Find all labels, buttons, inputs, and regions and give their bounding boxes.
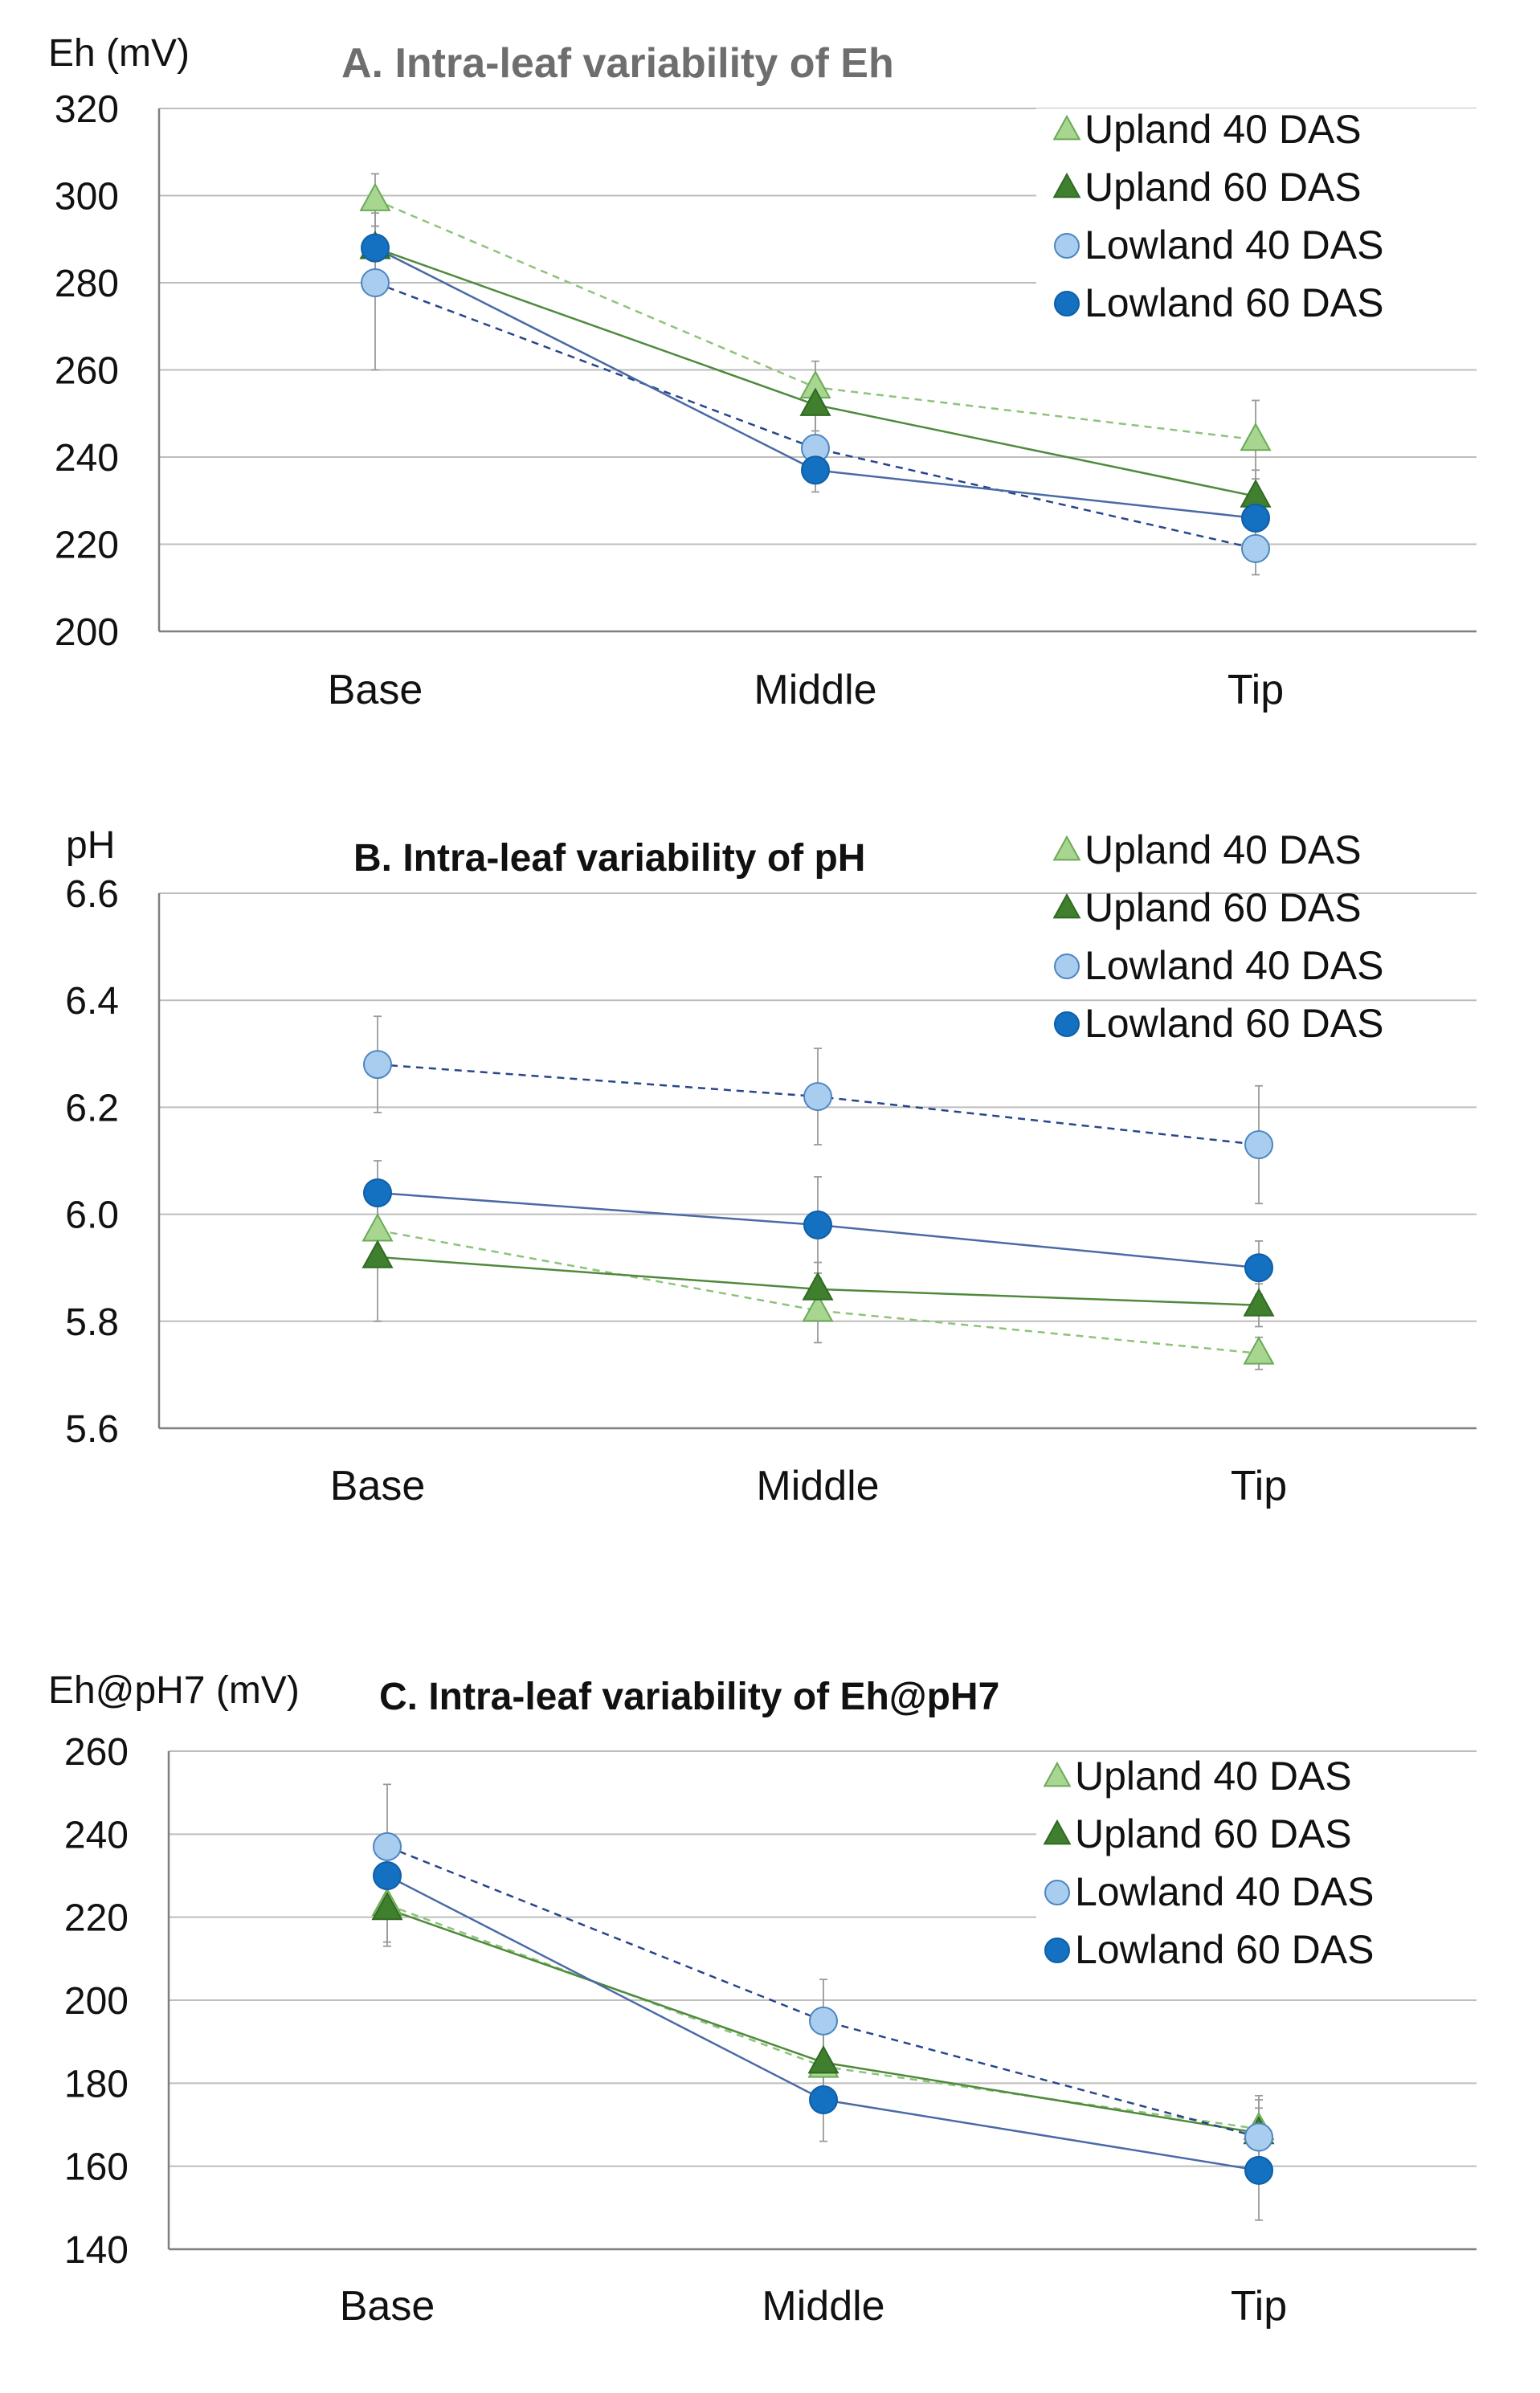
data-point bbox=[363, 1178, 392, 1207]
data-point bbox=[799, 387, 831, 416]
legend-label: Lowland 40 DAS bbox=[1075, 1869, 1374, 1914]
y-tick-label: 5.6 bbox=[65, 1408, 119, 1451]
y-tick-label: 260 bbox=[55, 350, 119, 393]
legend-marker bbox=[1044, 1880, 1070, 1905]
y-tick-label: 6.6 bbox=[65, 873, 119, 916]
x-tick-label: Base bbox=[328, 667, 423, 713]
data-point bbox=[1240, 422, 1272, 451]
legend-marker bbox=[1052, 835, 1081, 861]
legend-marker bbox=[1044, 1938, 1070, 1963]
data-point bbox=[362, 1239, 394, 1268]
y-tick-label: 220 bbox=[55, 525, 119, 567]
y-tick-label: 180 bbox=[64, 2063, 129, 2105]
x-tick-label: Base bbox=[340, 2283, 435, 2330]
legend-label: Lowland 60 DAS bbox=[1085, 1001, 1383, 1046]
y-axis-label: Eh@pH7 (mV) bbox=[48, 1669, 300, 1712]
y-tick-label: 140 bbox=[64, 2229, 129, 2272]
data-point bbox=[1244, 1253, 1273, 1283]
y-tick-label: 260 bbox=[64, 1731, 129, 1774]
legend-label: Upland 40 DAS bbox=[1085, 107, 1362, 152]
series-line bbox=[374, 281, 1256, 550]
x-tick-label: Tip bbox=[1231, 2283, 1287, 2330]
x-tick-label: Base bbox=[330, 1463, 426, 1509]
y-axis-label: pH bbox=[66, 824, 115, 867]
data-point bbox=[362, 1213, 394, 1242]
legend-label: Upland 40 DAS bbox=[1075, 1754, 1352, 1799]
y-tick-label: 6.4 bbox=[65, 980, 119, 1023]
legend-label: Upland 40 DAS bbox=[1085, 827, 1362, 872]
y-tick-label: 200 bbox=[55, 611, 119, 654]
data-point bbox=[802, 1272, 834, 1301]
chart-title: C. Intra-leaf variability of Eh@pH7 bbox=[379, 1676, 999, 1718]
data-point bbox=[363, 1050, 392, 1080]
x-tick-label: Middle bbox=[762, 2283, 884, 2330]
y-tick-label: 320 bbox=[55, 88, 119, 131]
chart-panel-c: Eh@pH7 (mV) C. Intra-leaf variability of… bbox=[48, 1669, 1486, 2330]
legend-marker bbox=[1043, 1819, 1072, 1845]
y-tick-label: 240 bbox=[55, 437, 119, 480]
chart-panel-b: pH B. Intra-leaf variability of pH 5.6 5.… bbox=[65, 824, 1477, 1509]
data-point bbox=[803, 1082, 832, 1112]
chart-panel-a: Eh (mV) A. Intra-leaf variability of Eh … bbox=[48, 32, 1486, 713]
data-point bbox=[801, 455, 830, 485]
x-tick-label: Tip bbox=[1231, 1463, 1287, 1509]
data-point bbox=[1244, 2155, 1273, 2185]
legend-label: Lowland 40 DAS bbox=[1085, 943, 1383, 988]
legend-background bbox=[1036, 108, 1486, 357]
data-point bbox=[807, 2045, 839, 2074]
legend-marker bbox=[1054, 291, 1080, 316]
x-tick-label: Tip bbox=[1228, 667, 1284, 713]
x-tick-label: Middle bbox=[754, 667, 876, 713]
y-tick-label: 200 bbox=[64, 1980, 129, 2023]
data-point bbox=[361, 268, 390, 297]
legend-marker bbox=[1052, 172, 1081, 198]
y-tick-label: 220 bbox=[64, 1897, 129, 1940]
legend-label: Lowland 60 DAS bbox=[1085, 280, 1383, 325]
legend-marker bbox=[1054, 1011, 1080, 1037]
data-point bbox=[371, 1891, 403, 1921]
y-tick-label: 160 bbox=[64, 2146, 129, 2189]
data-point bbox=[803, 1210, 832, 1239]
y-tick-label: 6.2 bbox=[65, 1087, 119, 1129]
y-tick-label: 240 bbox=[64, 1814, 129, 1856]
data-point bbox=[809, 2085, 838, 2114]
data-point bbox=[1243, 1288, 1275, 1317]
data-point bbox=[1243, 1336, 1275, 1365]
y-tick-label: 300 bbox=[55, 176, 119, 218]
data-point bbox=[802, 1293, 834, 1322]
data-point bbox=[1244, 1130, 1273, 1160]
legend-label: Lowland 60 DAS bbox=[1075, 1927, 1374, 1972]
x-tick-label: Middle bbox=[756, 1463, 879, 1509]
legend-label: Upland 60 DAS bbox=[1085, 165, 1362, 210]
data-point bbox=[1241, 533, 1270, 563]
y-tick-label: 5.8 bbox=[65, 1301, 119, 1344]
legend-marker bbox=[1052, 892, 1081, 919]
y-tick-label: 280 bbox=[55, 263, 119, 305]
data-point bbox=[359, 182, 391, 211]
legend-marker bbox=[1043, 1761, 1072, 1787]
legend-marker bbox=[1052, 114, 1081, 141]
data-point bbox=[361, 233, 390, 263]
legend-background bbox=[1036, 1755, 1486, 1996]
legend-marker bbox=[1054, 954, 1080, 979]
legend-label: Upland 60 DAS bbox=[1085, 885, 1362, 930]
chart-title: B. Intra-leaf variability of pH bbox=[353, 837, 865, 880]
data-point bbox=[373, 1832, 402, 1861]
legend-label: Lowland 40 DAS bbox=[1085, 223, 1383, 267]
y-tick-label: 6.0 bbox=[65, 1194, 119, 1237]
chart-title: A. Intra-leaf variability of Eh bbox=[341, 40, 894, 87]
y-axis-label: Eh (mV) bbox=[48, 32, 190, 75]
data-point bbox=[373, 1861, 402, 1890]
legend-label: Upland 60 DAS bbox=[1075, 1811, 1352, 1856]
legend-marker bbox=[1054, 233, 1080, 259]
data-point bbox=[809, 2006, 838, 2036]
data-point bbox=[1241, 503, 1270, 533]
data-point bbox=[1244, 2122, 1273, 2152]
